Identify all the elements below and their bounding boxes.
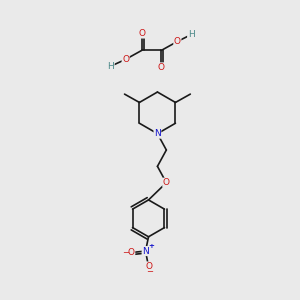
Text: O: O xyxy=(128,248,135,257)
Text: N: N xyxy=(142,247,149,256)
Text: N: N xyxy=(154,129,161,138)
Text: H: H xyxy=(188,30,194,39)
Text: O: O xyxy=(163,178,170,187)
Text: −: − xyxy=(122,248,129,257)
Text: O: O xyxy=(145,262,152,271)
Text: −: − xyxy=(146,267,154,276)
Text: H: H xyxy=(107,62,114,71)
Text: O: O xyxy=(174,37,181,46)
Text: O: O xyxy=(122,55,129,64)
Text: O: O xyxy=(138,29,145,38)
Text: O: O xyxy=(158,63,165,72)
Text: +: + xyxy=(148,243,154,249)
